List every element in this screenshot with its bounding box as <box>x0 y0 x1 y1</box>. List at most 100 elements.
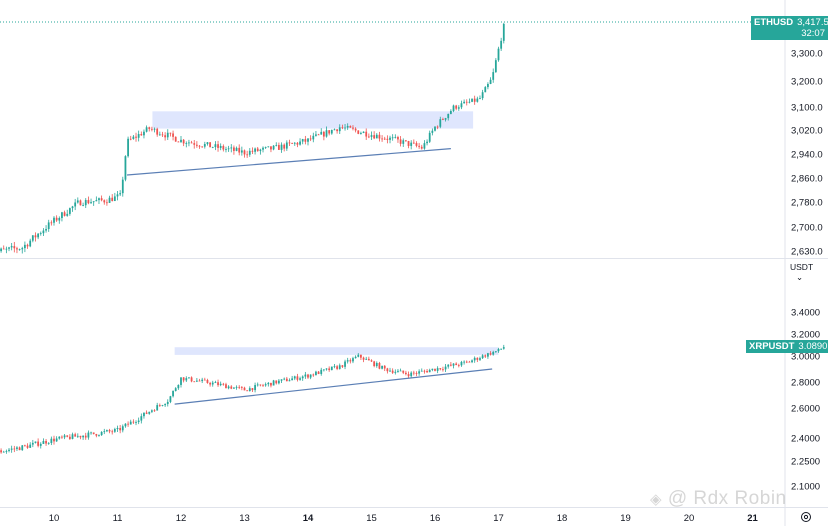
xrp-price-axis[interactable]: 2.1000 2.2500 2.4000 2.6000 2.8000 3.0000 3.20… <box>791 308 820 493</box>
xrp-candle-body <box>330 366 333 371</box>
xrp-candle-body <box>455 363 458 366</box>
eth-candle-body <box>484 87 487 93</box>
xrp-candle-body <box>336 366 339 369</box>
eth-candle-body <box>240 150 243 153</box>
eth-candle-body <box>399 139 402 144</box>
xrp-candle-body <box>304 374 307 377</box>
xrp-candle-body <box>201 379 204 382</box>
eth-candle-body <box>26 244 29 247</box>
xrp-price-label: 3.0890 <box>798 341 828 352</box>
xrp-candle-body <box>320 369 323 374</box>
xrp-candle-body <box>66 435 69 437</box>
eth-price-tag: ETHUSD 3,417.5 32:07 <box>751 16 828 40</box>
time-tick-label: 14 <box>303 513 314 524</box>
xrp-candle-body <box>476 357 479 360</box>
xrp-candle-body <box>373 361 376 367</box>
eth-candle-body <box>270 146 272 150</box>
eth-price-tick-label: 2,860.0 <box>791 174 823 185</box>
eth-price-axis[interactable]: 2,630.0 2,700.0 2,780.0 2,860.0 2,940.0 3,020… <box>791 49 823 258</box>
eth-candle-body <box>95 200 98 202</box>
eth-candle-body <box>45 229 47 231</box>
xrp-price-tag: XRPUSDT 3.0890 <box>746 340 828 353</box>
xrp-candle-body <box>338 365 341 369</box>
eth-price-tick-label: 2,700.0 <box>791 223 823 234</box>
xrp-trendline-line[interactable] <box>174 368 493 405</box>
eth-trendline-line[interactable] <box>126 148 451 176</box>
eth-candle-body <box>330 129 333 134</box>
eth-candle-body <box>29 240 32 247</box>
xrp-candle-body <box>116 428 119 430</box>
eth-candle-body <box>203 144 206 147</box>
eth-candle-body <box>479 98 481 99</box>
xrp-candle-body <box>135 422 137 423</box>
eth-price-tick-label: 3,300.0 <box>791 49 823 60</box>
gear-icon[interactable] <box>800 511 812 523</box>
eth-candle-body <box>47 222 50 230</box>
eth-candle-body <box>407 140 410 146</box>
xrp-candle-body <box>18 447 21 451</box>
eth-candle-body <box>418 145 421 147</box>
xrp-candle-body <box>325 368 328 370</box>
xrp-candle-body <box>296 376 299 380</box>
xrp-candle-body <box>394 371 397 373</box>
xrp-candle-body <box>346 360 349 362</box>
xrp-candle-body <box>262 385 264 387</box>
xrp-candle-body <box>423 370 426 372</box>
diamond-logo-icon: ◈ <box>650 491 663 508</box>
xrp-candle-body <box>166 401 169 405</box>
xrp-price-tick-label: 3.2000 <box>791 330 820 341</box>
xrp-candle-body <box>494 351 497 352</box>
eth-candle-body <box>315 134 317 136</box>
xrp-candle-body <box>497 348 500 352</box>
eth-candle-body <box>404 140 407 142</box>
xrp-candle-body <box>153 410 156 412</box>
xrp-candle-body <box>383 365 386 369</box>
eth-candle-body <box>0 248 2 252</box>
xrp-candle-body <box>158 405 161 406</box>
xrp-trendline[interactable] <box>174 368 493 405</box>
eth-candle-body <box>172 133 174 137</box>
eth-candle-body <box>74 202 77 207</box>
xrp-candle-body <box>243 387 246 391</box>
xrp-price-tick-label: 2.4000 <box>791 434 820 445</box>
eth-candle-body <box>309 138 312 140</box>
xrp-candle-body <box>389 370 391 372</box>
eth-candle-body <box>473 98 476 102</box>
eth-trendline[interactable] <box>126 148 451 176</box>
time-axis[interactable]: 10 11 12 13 14 15 16 17 18 19 20 21 <box>49 513 759 524</box>
eth-candle-body <box>198 145 201 147</box>
eth-candle-body <box>246 154 249 156</box>
xrp-candle-body <box>272 380 275 386</box>
eth-candle-body <box>386 138 389 140</box>
eth-candle-body <box>243 150 246 155</box>
eth-candle-body <box>285 142 288 149</box>
eth-candle-body <box>317 134 320 136</box>
eth-candle-body <box>455 105 458 109</box>
eth-candle-body <box>227 148 230 150</box>
xrp-candle-body <box>34 441 37 443</box>
eth-candle-body <box>500 40 503 49</box>
xrp-resistance-zone <box>174 347 499 355</box>
xrp-candle-body <box>442 369 444 371</box>
eth-candle-body <box>494 60 497 73</box>
eth-candle-body <box>158 134 161 136</box>
eth-candle-body <box>230 147 233 149</box>
eth-symbol-label: ETHUSD <box>754 17 794 28</box>
eth-candle-body <box>254 148 256 152</box>
xrp-candle-body <box>145 412 148 414</box>
xrp-candle-body <box>463 361 466 363</box>
xrp-candle-body <box>74 434 77 437</box>
xrp-price-tick-label: 3.4000 <box>791 308 820 319</box>
xrp-candle-body <box>397 370 399 372</box>
eth-candle-body <box>436 126 439 128</box>
eth-candle-body <box>140 134 143 136</box>
xrp-candle-body <box>288 380 291 382</box>
xrp-candle-body <box>55 438 58 442</box>
eth-candle-body <box>135 136 137 138</box>
xrp-candle-body <box>370 360 373 362</box>
xrp-candle-body <box>13 448 16 450</box>
eth-candle-body <box>10 246 13 248</box>
eth-candle-body <box>161 134 164 136</box>
currency-selector[interactable]: USDT ⌄ <box>790 262 828 283</box>
